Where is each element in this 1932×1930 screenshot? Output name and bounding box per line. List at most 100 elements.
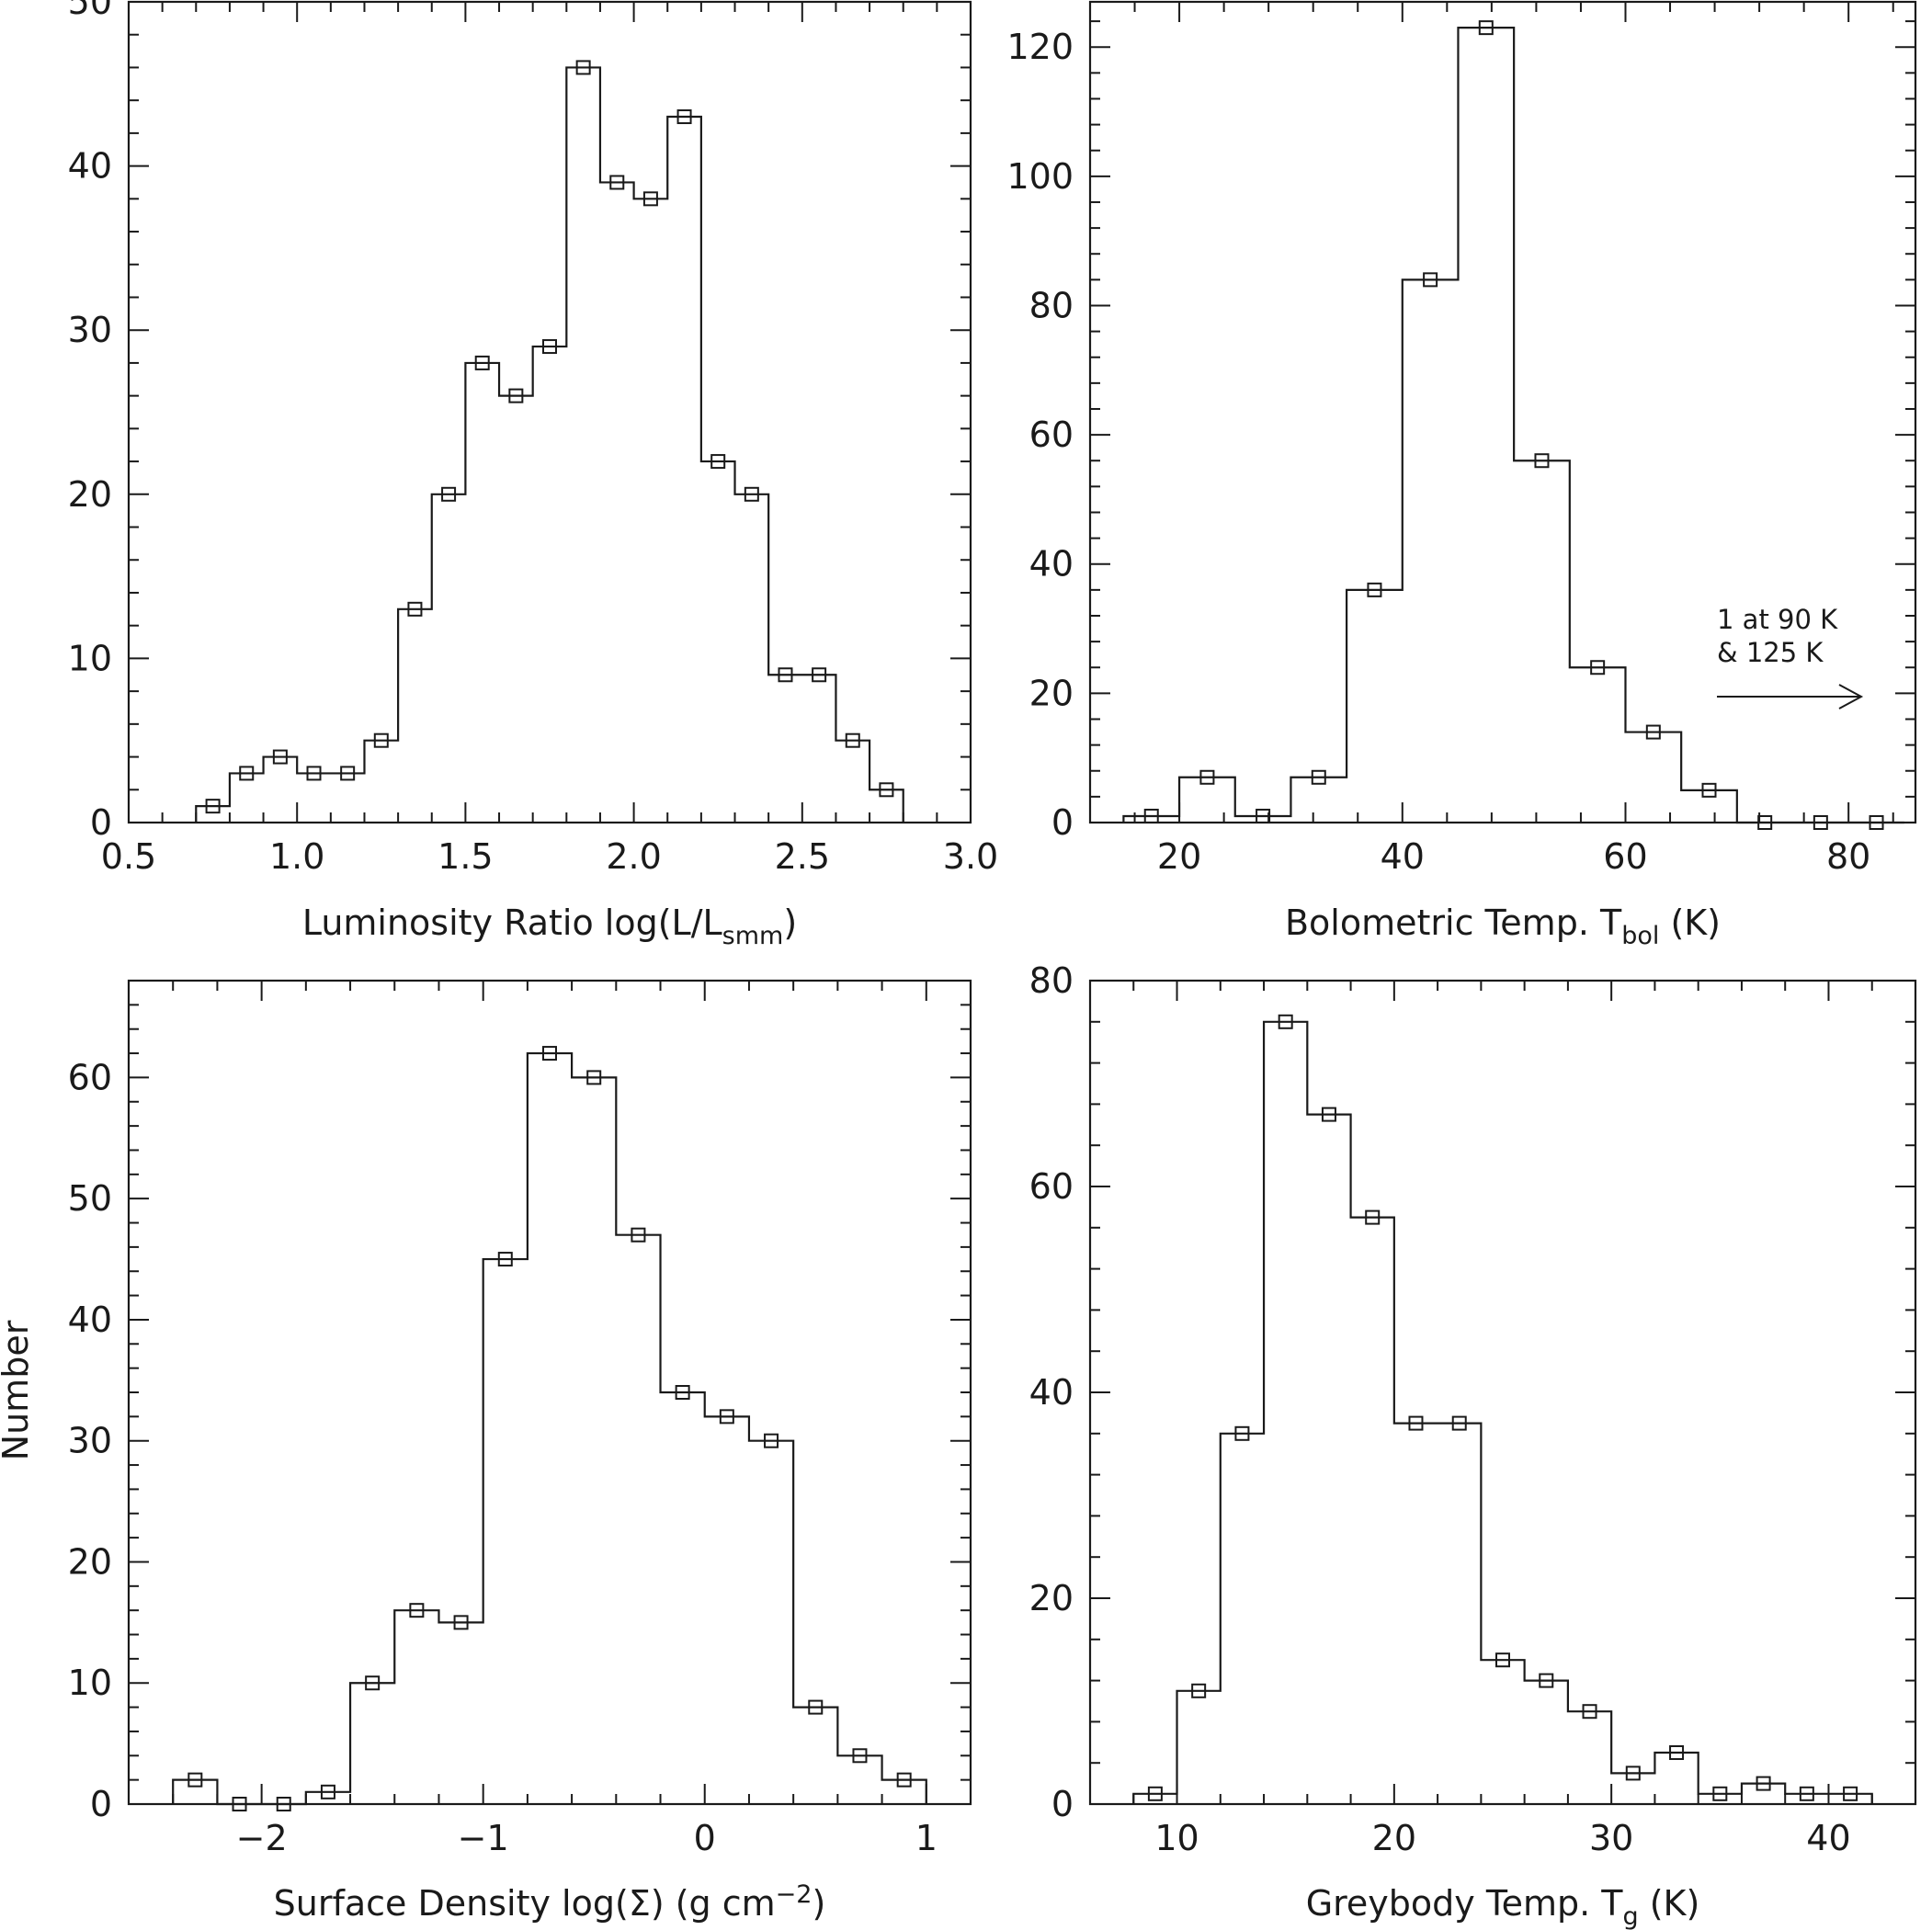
x-tick-label: 1 [915,1818,938,1858]
y-tick-label: 120 [1006,27,1074,67]
bin-marker [609,175,625,190]
bin-marker [453,1615,469,1630]
plot-frame [1088,0,1917,824]
x-tick-label: 30 [1589,1818,1633,1858]
y-tick-label: 20 [68,474,112,515]
bin-marker [373,732,389,748]
bin-marker [1256,808,1271,823]
x-axis-title: Greybody Temp. Tg (K) [1306,1883,1700,1930]
x-axis-title: Surface Density log(Σ) (g cm−2) [274,1880,826,1924]
bin-marker [1813,815,1828,830]
y-tick-label: 40 [1029,544,1074,585]
bin-marker [710,454,726,470]
bin-marker [778,667,793,683]
annotation-line-1: 1 at 90 K [1717,604,1838,635]
bin-marker [719,1409,734,1425]
y-tick-label: 40 [1029,1372,1074,1413]
bin-marker [896,1772,912,1788]
panel-luminosity-ratio: 0.5 1.0 1.5 2.0 2.5 3.0 0 10 20 30 40 50 Luminosit… [68,0,999,950]
bin-marker [744,486,759,502]
y-tick-label: 10 [68,638,112,678]
y-tick-label: 20 [1029,673,1074,713]
bin-marker [1423,272,1438,288]
bin-marker [1582,1704,1597,1720]
y-tick-label: 10 [68,1663,112,1703]
x-tick-label: 80 [1826,836,1870,877]
x-tick-label: 40 [1806,1818,1850,1858]
x-tick-label: 0 [694,1818,716,1858]
bin-marker [631,1227,646,1243]
bin-marker [812,667,827,683]
bin-marker [675,1385,690,1400]
histogram-step-line [172,1051,927,1806]
y-tick-label: 60 [1029,1166,1074,1207]
bin-marker [1234,1425,1250,1441]
x-tick-label: 10 [1154,1818,1199,1858]
bin-marker [1367,582,1382,597]
x-tick-label: 1.0 [269,836,324,877]
bin-marker [1539,1673,1554,1688]
bin-marker [575,60,591,75]
bin-marker [1143,808,1159,823]
histogram-step-line [1122,27,1904,824]
bin-marker [1451,1415,1467,1431]
bin-marker [474,355,490,370]
histogram-step-line [195,66,904,823]
bin-marker [1478,20,1494,36]
bin-marker [542,339,557,355]
right-arrow-icon [1717,684,1864,710]
y-tick-label: 0 [1051,1784,1074,1824]
x-tick-label: 60 [1603,836,1647,877]
bin-marker [1408,1415,1424,1431]
bin-marker [306,766,322,781]
bin-marker [272,749,288,765]
bin-marker [764,1433,779,1448]
y-tick-label: 50 [68,1178,112,1219]
bin-marker [1147,1786,1163,1801]
y-tick-label: 60 [68,1057,112,1097]
bin-marker [508,388,524,403]
x-axis-title: Bolometric Temp. Tbol (K) [1285,903,1721,950]
y-tick-label: 0 [90,802,112,843]
y-tick-label: 50 [68,0,112,22]
x-tick-label: 40 [1381,836,1425,877]
histogram-step-line [1132,1020,1873,1804]
bin-marker [1199,769,1215,785]
bin-marker [1869,815,1884,830]
panel-bolometric-temp: 20 40 60 80 0 20 40 60 80 100 120 Bolometric Temp… [1006,0,1917,950]
bin-marker [845,732,860,748]
x-tick-label: 2.5 [775,836,830,877]
y-tick-label: 20 [1029,1578,1074,1618]
bin-marker [1625,1765,1641,1781]
bin-marker [1311,769,1326,785]
bin-marker [320,1784,335,1799]
y-tick-label: 0 [90,1784,112,1824]
bin-marker [340,766,356,781]
bin-marker [188,1772,203,1788]
bin-marker [1645,724,1661,740]
y-tick-label: 30 [68,310,112,350]
panel-greybody-temp: 10 20 30 40 0 20 40 60 80 Greybody Temp. Tg (K) [1029,960,1917,1930]
x-tick-label: 20 [1372,1818,1416,1858]
bin-marker [808,1699,824,1715]
bin-marker [232,1797,247,1811]
bin-marker [497,1252,513,1267]
y-tick-label: 30 [68,1421,112,1461]
y-tick-label: 80 [1029,960,1074,1001]
x-tick-label: 20 [1157,836,1201,877]
bin-marker [586,1070,602,1085]
y-axis-title: Number [0,1320,36,1460]
bin-marker [1278,1014,1293,1029]
x-tick-label: 3.0 [943,836,998,877]
bin-marker [1757,815,1773,830]
annotation-line-2: & 125 K [1717,637,1824,668]
bin-marker [879,782,894,798]
y-tick-label: 80 [1029,285,1074,325]
bin-marker [1534,453,1550,469]
bin-marker [1843,1786,1858,1801]
bin-marker [1701,782,1717,798]
plot-frame [127,979,972,1806]
plot-frame [1088,979,1917,1806]
bin-marker [542,1046,557,1062]
